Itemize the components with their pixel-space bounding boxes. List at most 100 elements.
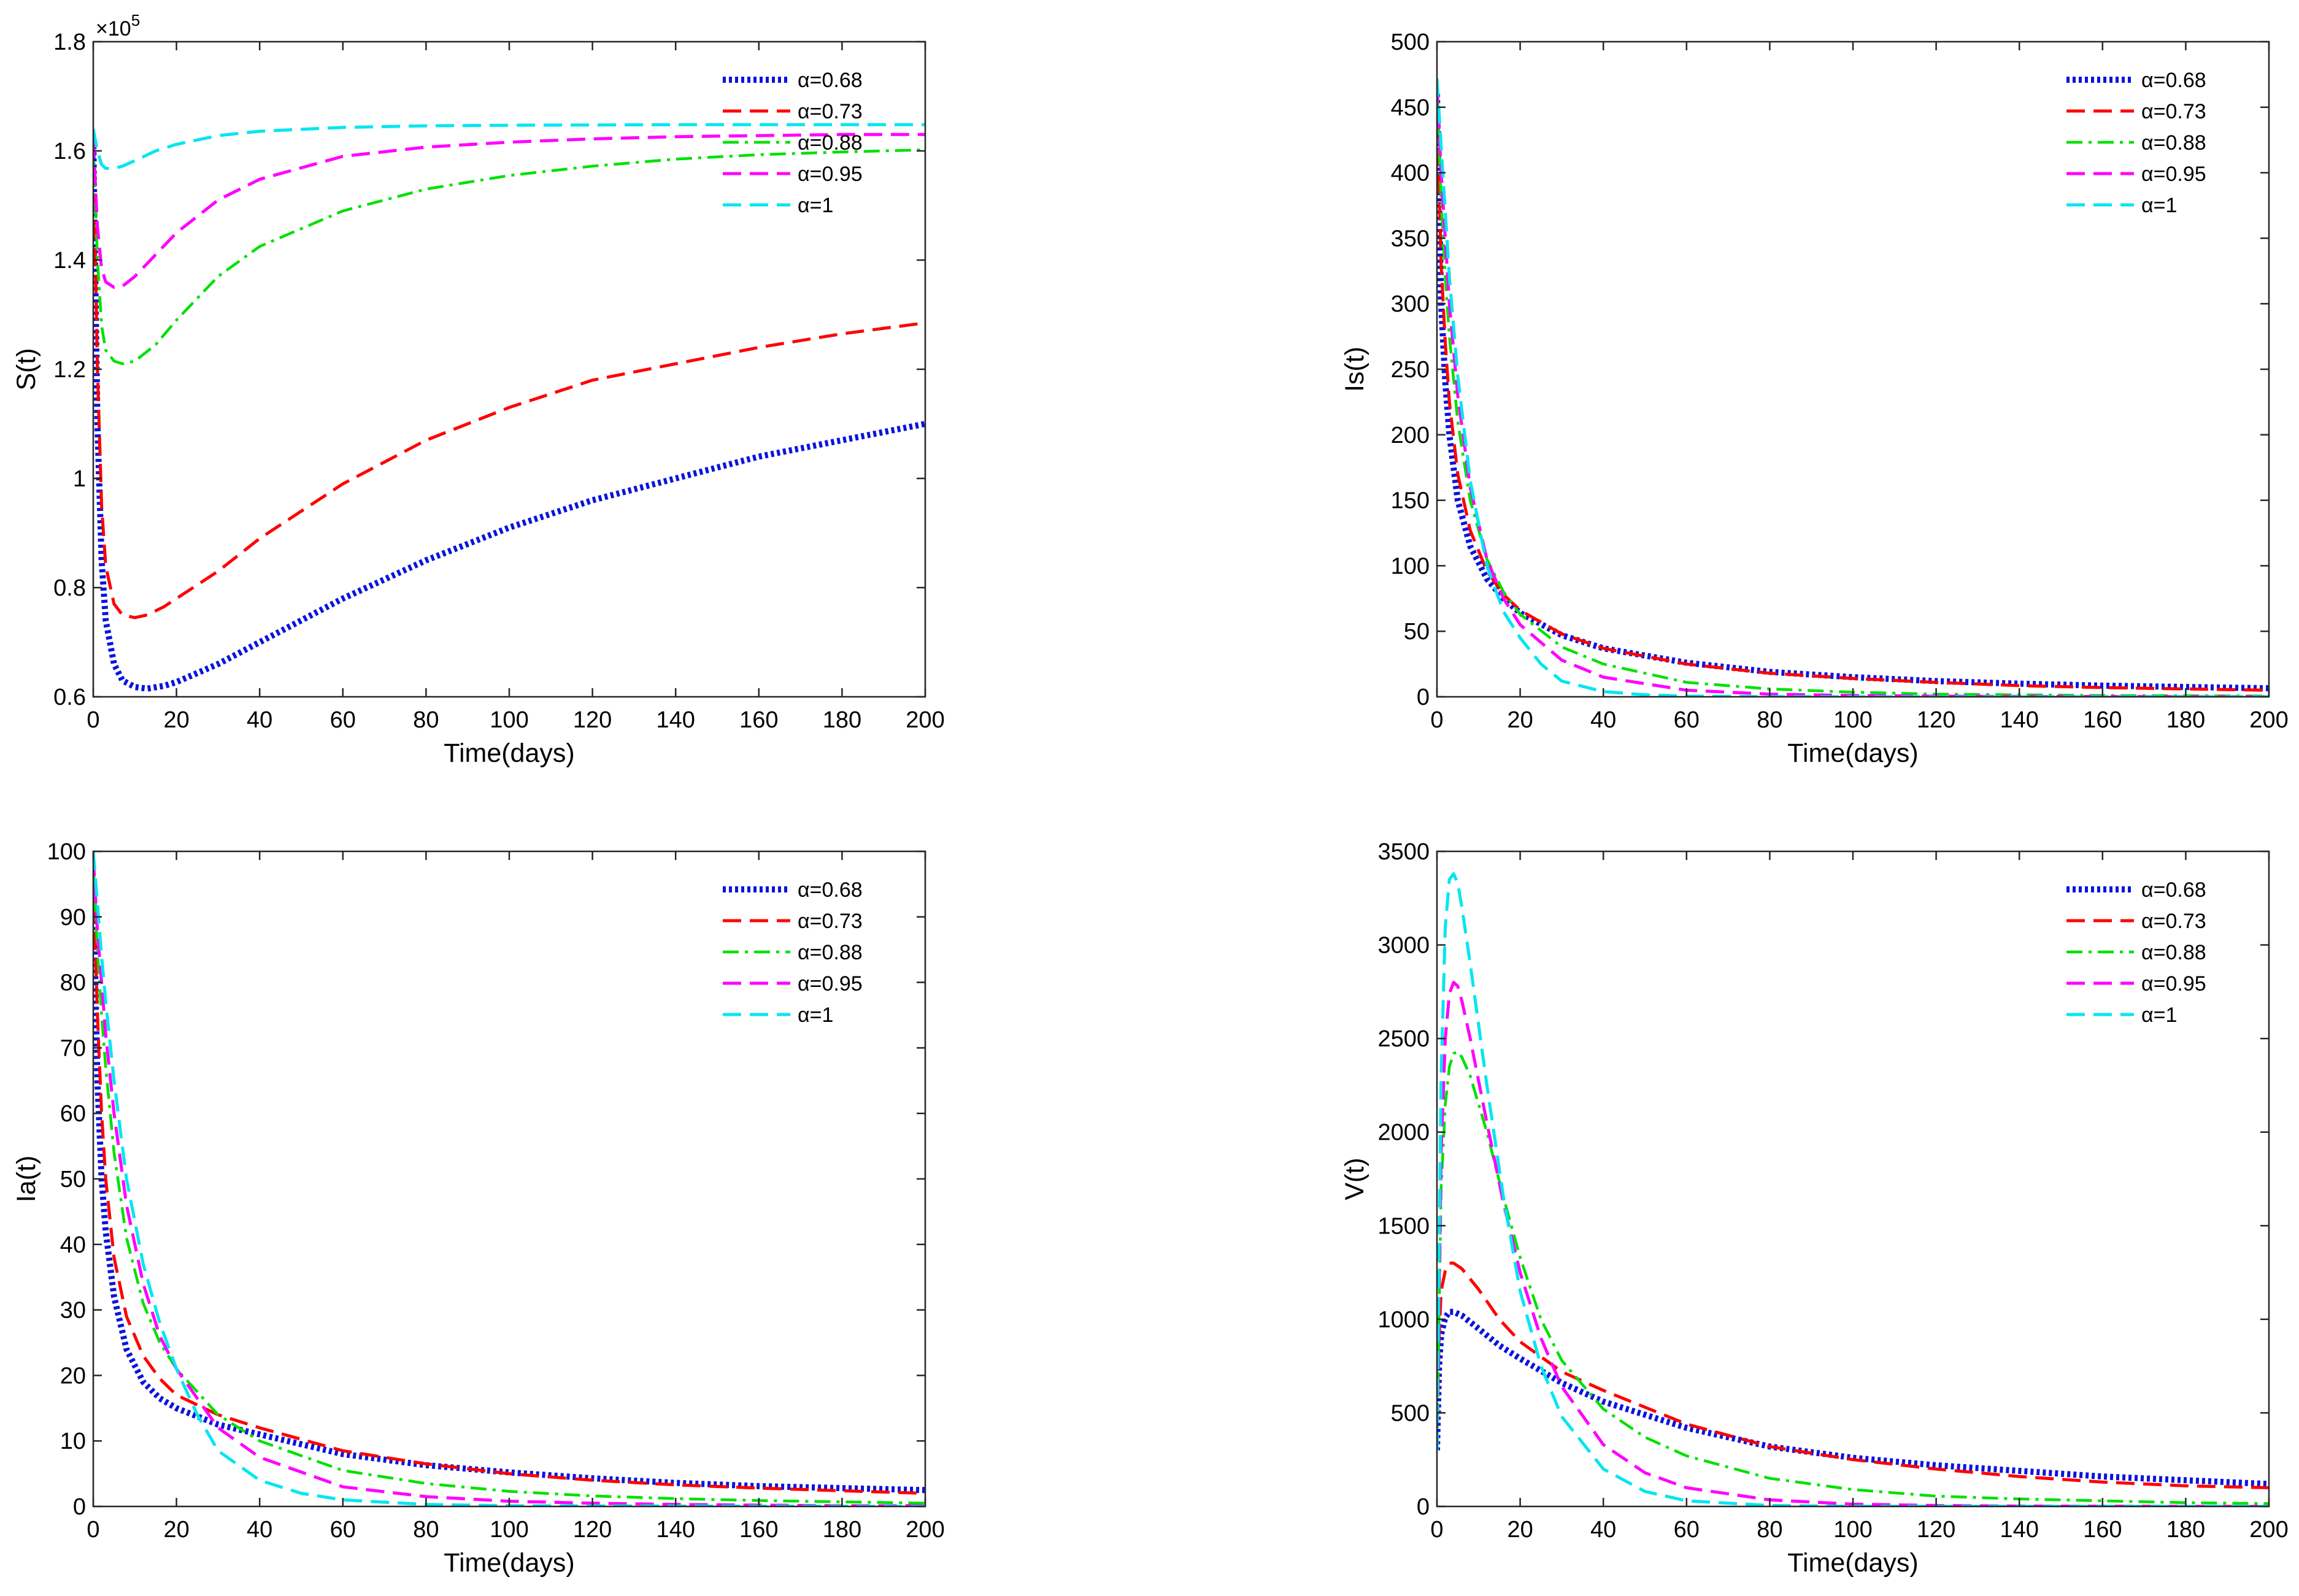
y-tick-label: 2500 [1377,1026,1430,1052]
x-tick-label: 40 [1590,1517,1616,1543]
x-tick-label: 180 [2166,1517,2205,1543]
x-tick-label: 120 [573,1517,612,1543]
x-tick-label: 140 [2000,707,2038,733]
y-tick-label: 10 [60,1429,86,1454]
y-tick-label: 100 [47,839,86,865]
x-tick-label: 80 [1757,1517,1782,1543]
chart-panel-4: 0 20 40 60 80 100 120 140 160 180 2000500100015002… [1340,839,2289,1578]
chart-panel-1: 0 20 40 60 80 100 120 140 160 180 200 0.6 0.8 1 1.2 1.4… [12,11,945,768]
legend: α=0.68 α=0.73 α=0.88 α=0.95 α=1 [2066,878,2206,1027]
y-tick-label: 3000 [1377,933,1430,959]
legend-label-1: α=0.68 [798,69,863,92]
y-tick-label: 0.6 [53,685,86,710]
y-axis-label: Is(t) [1340,347,1369,392]
series-line-3 [93,864,925,1505]
legend-label-5: α=1 [2141,194,2177,217]
x-tick-label: 80 [413,1517,439,1543]
x-tick-label: 100 [1833,707,1872,733]
legend-label-4: α=0.95 [798,972,863,996]
series-line-1 [93,140,925,692]
series-line-5 [93,851,925,1506]
series-line-2 [1437,94,2269,692]
x-tick-label: 0 [87,707,99,733]
y-tick-label: 400 [1391,161,1430,186]
y-tick-label: 1000 [1377,1307,1430,1333]
y-tick-label: 1.6 [53,139,86,164]
x-tick-label: 60 [330,707,356,733]
y-tick-label: 1.8 [53,29,86,55]
legend: α=0.68 α=0.73 α=0.88 α=0.95 α=1 [723,69,863,217]
legend-label-1: α=0.68 [2141,69,2206,92]
x-tick-label: 140 [2000,1517,2038,1543]
legend-label-3: α=0.88 [2141,131,2206,155]
x-tick-label: 20 [163,707,189,733]
y-tick-label: 0 [73,1494,86,1520]
y-axis-label: Ia(t) [12,1156,41,1202]
y-tick-label: 450 [1391,95,1430,121]
x-tick-label: 160 [2083,707,2122,733]
y-tick-label: 0.8 [53,575,86,601]
series-line-5 [1437,872,2269,1506]
y-tick-label: 3500 [1377,839,1430,865]
y-tick-label: 50 [1404,619,1430,645]
x-tick-label: 200 [906,1517,944,1543]
y-tick-label: 500 [1391,1400,1430,1426]
x-tick-label: 160 [2083,1517,2122,1543]
y-tick-label: 20 [60,1363,86,1389]
x-tick-label: 20 [163,1517,189,1543]
y-axis-label: S(t) [12,348,41,390]
legend: α=0.68 α=0.73 α=0.88 α=0.95 α=1 [723,878,863,1027]
series-line-2 [1437,1261,2269,1489]
x-tick-label: 20 [1507,1517,1533,1543]
series-line-5 [93,123,925,170]
x-axis-label: Time(days) [1787,739,1918,768]
y-tick-label: 70 [60,1035,86,1061]
series-line-3 [1437,1050,2269,1505]
y-tick-label: 250 [1391,357,1430,383]
legend-label-2: α=0.73 [798,100,863,123]
x-tick-label: 40 [1590,707,1616,733]
series-line-4 [93,132,925,289]
x-tick-label: 60 [330,1517,356,1543]
x-tick-label: 0 [87,1517,99,1543]
legend-label-2: α=0.73 [2141,100,2206,123]
x-tick-label: 160 [739,1517,778,1543]
x-tick-label: 60 [1674,1517,1700,1543]
y-tick-label: 200 [1391,423,1430,448]
y-axis-label: V(t) [1340,1157,1369,1200]
legend-label-3: α=0.88 [798,941,863,964]
x-tick-label: 40 [247,707,272,733]
x-tick-label: 140 [656,707,695,733]
x-tick-label: 160 [739,707,778,733]
x-tick-label: 180 [823,1517,861,1543]
legend-label-1: α=0.68 [798,878,863,902]
y-tick-label: 1.4 [53,248,86,274]
legend-label-3: α=0.88 [2141,941,2206,964]
legend-label-3: α=0.88 [798,131,863,155]
series-group [1437,872,2269,1506]
y-tick-label: 100 [1391,553,1430,579]
y-tick-label: 350 [1391,226,1430,251]
chart-panel-2: 0 20 40 60 80 100 120 140 160 180 200 0 50 100 150 200 2… [1340,29,2289,768]
x-tick-label: 200 [2249,1517,2288,1543]
y-scale-multiplier: ×105 [96,11,140,40]
x-tick-label: 100 [490,1517,528,1543]
y-tick-label: 1.2 [53,357,86,383]
x-tick-label: 140 [656,1517,695,1543]
legend-label-5: α=1 [798,1003,833,1027]
y-tick-label: 60 [60,1101,86,1127]
y-tick-label: 40 [60,1232,86,1258]
x-tick-label: 100 [1833,1517,1872,1543]
legend-label-1: α=0.68 [2141,878,2206,902]
x-tick-label: 0 [1430,1517,1443,1543]
legend-label-4: α=0.95 [2141,972,2206,996]
legend-label-4: α=0.95 [2141,163,2206,186]
series-line-2 [93,877,925,1495]
y-tick-label: 90 [60,905,86,930]
series-group [93,123,925,692]
series-line-3 [93,140,925,366]
y-tick-label: 1500 [1377,1213,1430,1239]
x-tick-label: 120 [573,707,612,733]
x-tick-label: 180 [823,707,861,733]
